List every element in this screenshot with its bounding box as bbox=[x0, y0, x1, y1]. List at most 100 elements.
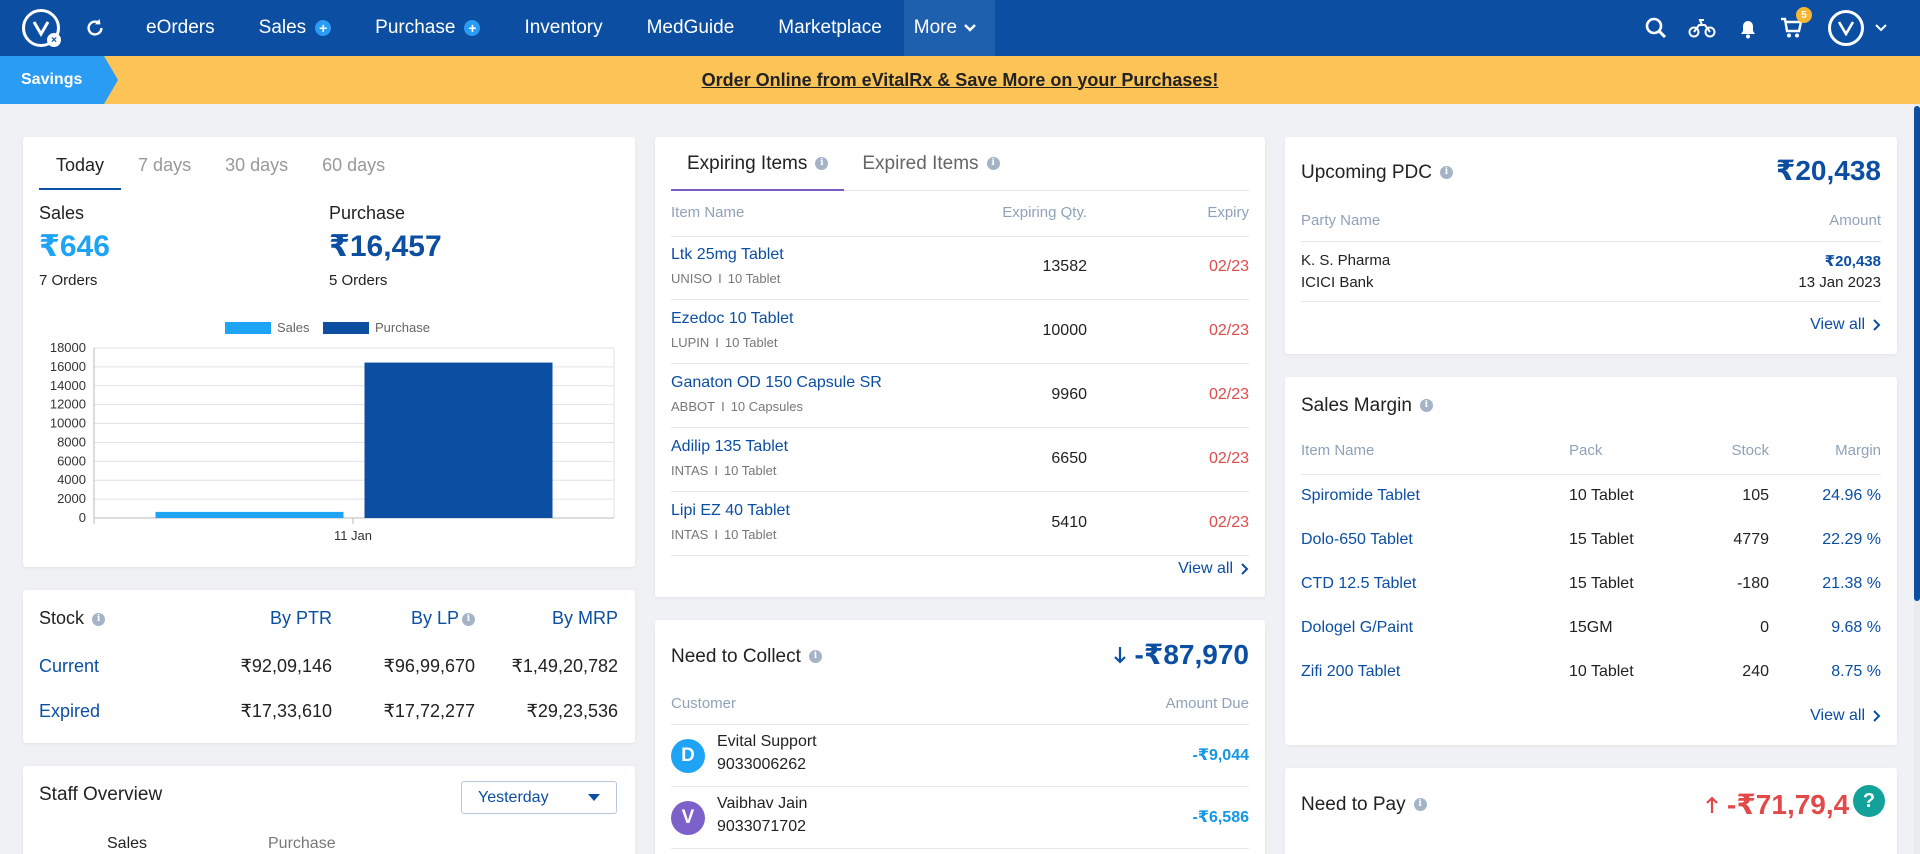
bell-icon[interactable] bbox=[1736, 16, 1760, 40]
chevron-down-icon bbox=[964, 24, 976, 32]
nav-item-sales[interactable]: Sales + bbox=[237, 0, 354, 56]
pdc-amount: ₹20,438 bbox=[1824, 253, 1881, 270]
purchase-orders: 5 Orders bbox=[329, 272, 388, 289]
main-menu: eOrders Sales + Purchase + Inventory MedGuide M… bbox=[124, 0, 904, 56]
item-stock: 240 bbox=[1742, 663, 1769, 680]
plus-icon[interactable]: + bbox=[315, 20, 332, 36]
legend-swatch bbox=[323, 322, 369, 334]
info-icon[interactable]: i bbox=[462, 612, 475, 626]
more-menu[interactable]: More bbox=[903, 0, 996, 56]
bar-sales bbox=[155, 511, 344, 518]
expiring-view-all-link[interactable]: View all bbox=[1178, 560, 1249, 578]
tab-today[interactable]: Today bbox=[39, 145, 122, 190]
staff-col-purchase: Purchase bbox=[268, 835, 336, 852]
nav-item-marketplace[interactable]: Marketplace bbox=[756, 0, 904, 56]
item-name-link[interactable]: Dolo-650 Tablet bbox=[1301, 531, 1413, 548]
legend-label: Sales bbox=[277, 320, 310, 335]
item-pack: 15 Tablet bbox=[1569, 575, 1634, 592]
info-icon[interactable]: i bbox=[1413, 798, 1427, 812]
item-name-link[interactable]: Spiromide Tablet bbox=[1301, 487, 1420, 504]
divider bbox=[1301, 474, 1881, 475]
info-icon[interactable]: i bbox=[986, 157, 1000, 171]
item-name-link[interactable]: Ltk 25mg Tablet bbox=[671, 246, 784, 263]
item-name-link[interactable]: Dologel G/Paint bbox=[1301, 619, 1414, 636]
chevron-down-icon[interactable] bbox=[1874, 23, 1888, 33]
nav-item-medguide[interactable]: MedGuide bbox=[625, 0, 757, 56]
tab-60-days[interactable]: 60 days bbox=[322, 155, 386, 175]
collect-title: Need to Collect i bbox=[671, 646, 822, 668]
nav-item-eorders[interactable]: eOrders bbox=[124, 0, 237, 56]
cart-button[interactable]: 5 bbox=[1780, 7, 1812, 40]
tab-expiring-items[interactable]: Expiring Items i bbox=[671, 147, 845, 191]
separator: I bbox=[714, 463, 718, 478]
evitalrx-logo[interactable]: × bbox=[22, 9, 61, 47]
stock-value: ₹1,49,20,782 bbox=[511, 656, 618, 676]
item-pack: 10 Tablet bbox=[727, 271, 781, 286]
item-name-link[interactable]: CTD 12.5 Tablet bbox=[1301, 575, 1417, 592]
tab-30-days[interactable]: 30 days bbox=[225, 155, 289, 175]
chevron-right-icon bbox=[1873, 319, 1881, 331]
stock-header-ptr[interactable]: By PTR bbox=[269, 608, 332, 628]
item-pack: 10 Tablet bbox=[1569, 487, 1634, 504]
help-button[interactable]: ? bbox=[1853, 785, 1885, 817]
legend-label: Purchase bbox=[375, 320, 430, 335]
info-icon[interactable]: i bbox=[808, 650, 822, 664]
item-name-link[interactable]: Zifi 200 Tablet bbox=[1301, 663, 1401, 680]
stock-value: ₹17,33,610 bbox=[240, 701, 332, 721]
table-row: Ezedoc 10 Tablet LUPIN I 10 Tablet 10000 02/2… bbox=[655, 300, 1265, 364]
stock-header-lp[interactable]: By LP i bbox=[332, 608, 475, 629]
promo-link[interactable]: Order Online from eVitalRx & Save More o… bbox=[701, 69, 1219, 90]
expiring-qty: 9960 bbox=[1051, 386, 1087, 403]
upcoming-pdc-card: Upcoming PDC i ₹20,438 Party Name Amount … bbox=[1285, 137, 1897, 354]
stock-header-mrp[interactable]: By MRP bbox=[551, 608, 618, 628]
info-icon[interactable]: i bbox=[1419, 399, 1433, 413]
amount-due: -₹6,586 bbox=[1192, 809, 1250, 826]
pay-total-value: -₹71,79,4 bbox=[1727, 789, 1850, 820]
item-stock: 0 bbox=[1760, 619, 1769, 636]
info-icon[interactable]: i bbox=[815, 157, 829, 171]
customer-row[interactable]: D Evital Support 9033006262 -₹9,044 bbox=[655, 725, 1265, 787]
divider bbox=[671, 491, 1249, 492]
pdc-party: K. S. Pharma bbox=[1301, 252, 1391, 269]
separator: I bbox=[718, 271, 722, 286]
margin-view-all-link[interactable]: View all bbox=[1810, 707, 1881, 725]
staff-period-dropdown[interactable]: Yesterday bbox=[461, 781, 617, 814]
table-row: Lipi EZ 40 Tablet INTAS I 10 Tablet 5410 02/2… bbox=[655, 492, 1265, 556]
search-icon[interactable] bbox=[1644, 16, 1668, 40]
plus-icon[interactable]: + bbox=[464, 20, 481, 36]
stock-row-label[interactable]: Current bbox=[39, 656, 100, 676]
divider bbox=[671, 236, 1249, 237]
info-icon[interactable]: i bbox=[92, 612, 106, 626]
nav-item-purchase[interactable]: Purchase + bbox=[353, 0, 502, 56]
delivery-bike-icon[interactable] bbox=[1688, 16, 1716, 40]
customer-name: Evital Support bbox=[717, 733, 817, 750]
divider bbox=[671, 427, 1249, 428]
tab-expired-items[interactable]: Expired Items i bbox=[846, 147, 1015, 191]
table-row: Dologel G/Paint 15GM 0 9.68 % bbox=[1285, 607, 1897, 651]
tab-7-days[interactable]: 7 days bbox=[138, 155, 192, 175]
item-name-link[interactable]: Adilip 135 Tablet bbox=[671, 438, 789, 455]
nav-item-inventory[interactable]: Inventory bbox=[502, 0, 624, 56]
item-name-link[interactable]: Ganaton OD 150 Capsule SR bbox=[671, 374, 882, 391]
scrollbar-thumb[interactable] bbox=[1914, 106, 1920, 601]
pdc-view-all-link[interactable]: View all bbox=[1810, 316, 1881, 334]
page-scrollbar[interactable] bbox=[1914, 104, 1920, 854]
expiry-date: 02/23 bbox=[1208, 450, 1249, 467]
item-name-link[interactable]: Lipi EZ 40 Tablet bbox=[671, 502, 790, 519]
table-row: Adilip 135 Tablet INTAS I 10 Tablet 6650 02/2… bbox=[655, 428, 1265, 492]
stock-row-label[interactable]: Expired bbox=[39, 701, 101, 721]
item-pack: 10 Tablet bbox=[723, 527, 777, 542]
sales-purchase-chart: 0 2000 4000 6000 8000 10000 12000 14000 16000 180… bbox=[50, 320, 615, 543]
nav-item-label: eOrders bbox=[146, 17, 215, 38]
y-tick-label: 4000 bbox=[57, 472, 86, 487]
expiring-qty: 5410 bbox=[1051, 514, 1087, 531]
user-avatar[interactable] bbox=[1828, 10, 1864, 46]
refresh-icon[interactable] bbox=[84, 17, 106, 39]
info-icon[interactable]: i bbox=[1439, 166, 1453, 180]
col-expiring-qty: Expiring Qty. bbox=[1002, 204, 1087, 221]
legend-swatch bbox=[225, 322, 271, 334]
item-maker: INTAS bbox=[671, 527, 709, 542]
customer-row[interactable]: V Vaibhav Jain 9033071702 -₹6,586 bbox=[655, 787, 1265, 849]
promo-banner: Savings Order Online from eVitalRx & Sav… bbox=[0, 56, 1920, 104]
item-name-link[interactable]: Ezedoc 10 Tablet bbox=[671, 310, 794, 327]
